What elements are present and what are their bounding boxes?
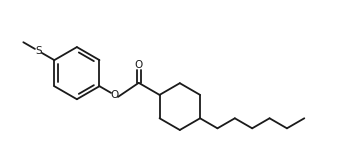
Text: S: S — [35, 46, 42, 56]
Text: O: O — [134, 60, 143, 71]
Text: O: O — [111, 90, 119, 100]
